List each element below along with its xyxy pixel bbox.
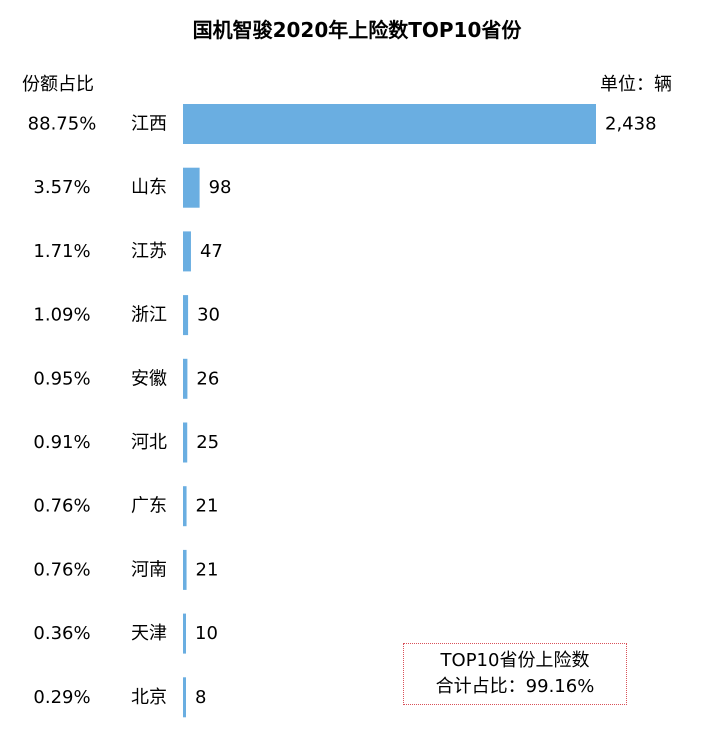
share-label: 0.95% — [33, 368, 90, 389]
annotation-line-1: TOP10省份上险数 — [440, 650, 590, 671]
category-label: 广东 — [131, 496, 167, 517]
unit-label: 单位：辆 — [600, 74, 672, 95]
share-label: 3.57% — [33, 177, 90, 198]
share-label: 0.76% — [33, 496, 90, 517]
chart-title: 国机智骏2020年上险数TOP10省份 — [192, 18, 522, 42]
category-label: 山东 — [131, 177, 167, 198]
value-label: 30 — [197, 305, 220, 326]
bar — [183, 104, 596, 144]
bar — [183, 358, 188, 399]
share-label: 0.36% — [33, 623, 90, 644]
share-label: 88.75% — [28, 114, 97, 135]
value-label: 8 — [195, 687, 206, 708]
share-label: 0.29% — [33, 687, 90, 708]
category-label: 江苏 — [131, 241, 167, 262]
category-label: 河北 — [131, 432, 167, 453]
share-label: 0.91% — [33, 432, 90, 453]
category-label: 北京 — [131, 687, 167, 708]
category-label: 浙江 — [131, 305, 167, 326]
value-label: 2,438 — [605, 114, 657, 135]
bar — [183, 613, 186, 654]
bar — [183, 486, 187, 527]
bar — [183, 167, 200, 208]
share-label: 1.09% — [33, 305, 90, 326]
value-label: 26 — [196, 368, 219, 389]
value-label: 98 — [209, 177, 232, 198]
value-label: 25 — [196, 432, 219, 453]
share-label: 1.71% — [33, 241, 90, 262]
category-label: 河南 — [131, 559, 167, 580]
value-label: 10 — [195, 623, 218, 644]
bar — [183, 549, 187, 590]
annotation-box: TOP10省份上险数 合计占比：99.16% — [403, 643, 627, 705]
bar — [183, 422, 188, 463]
bar — [183, 295, 189, 336]
share-column-header: 份额占比 — [22, 74, 94, 95]
value-label: 21 — [196, 496, 219, 517]
bar — [183, 231, 191, 272]
value-label: 21 — [196, 559, 219, 580]
annotation-line-2: 合计占比：99.16% — [435, 676, 595, 697]
category-label: 江西 — [131, 114, 167, 135]
bar — [183, 677, 186, 718]
category-label: 天津 — [131, 623, 167, 644]
share-label: 0.76% — [33, 559, 90, 580]
value-label: 47 — [200, 241, 223, 262]
category-label: 安徽 — [131, 368, 167, 389]
